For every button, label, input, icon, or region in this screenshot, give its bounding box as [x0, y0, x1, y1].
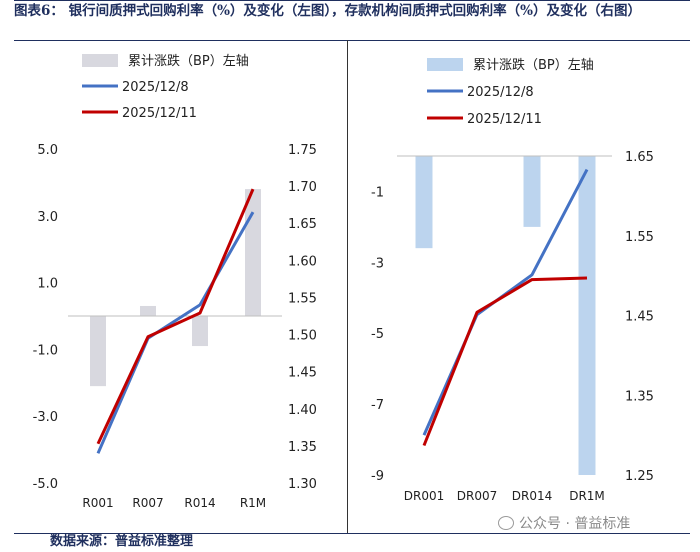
left-chart-bar-R1M	[245, 189, 261, 316]
figure-title: 图表6： 银行间质押式回购利率（%）及变化（左图），存款机构间质押式回购利率（%…	[14, 3, 641, 19]
left-chart-left-tick-label: 3.0	[37, 210, 58, 225]
right-chart-right-tick-label: 1.45	[625, 310, 654, 325]
right-chart-category-label: DR007	[457, 489, 497, 503]
footer-rule	[14, 533, 690, 534]
left-chart-left-tick-label: -5.0	[33, 477, 58, 492]
left-chart-bar-R014	[192, 316, 208, 347]
right-chart-line-20251211	[422, 276, 588, 447]
right-chart-legend-line-1208-label: 2025/12/8	[467, 85, 534, 100]
title-bottom-rule	[14, 40, 690, 41]
left-chart-legend-bar-swatch	[82, 54, 118, 67]
left-chart-left-tick-label: -3.0	[33, 410, 58, 425]
right-chart-bar-DR001	[415, 156, 433, 249]
left-chart-left-tick-label: -1.0	[33, 343, 58, 358]
right-chart-legend-line-1211-label: 2025/12/11	[467, 112, 542, 127]
left-chart-right-tick-label: 1.40	[288, 403, 317, 418]
left-chart-bar-R001	[90, 316, 106, 387]
watermark-text: 公众号 · 普益标准	[519, 516, 631, 532]
left-chart-legend-bar-label: 累计涨跌（BP）左轴	[128, 53, 249, 69]
panel-divider	[347, 40, 348, 533]
right-chart-left-tick-label: -7	[371, 398, 384, 413]
left-chart-category-label: R014	[184, 496, 215, 510]
left-chart-right-tick-label: 1.30	[288, 477, 317, 492]
left-chart-line-20251208	[96, 211, 255, 454]
right-chart-right-tick-label: 1.65	[625, 150, 654, 165]
left-chart-right-tick-label: 1.70	[288, 180, 317, 195]
right-chart-bar-DR1M	[578, 156, 596, 475]
left-chart-right-tick-label: 1.60	[288, 254, 317, 269]
left-chart-category-label: R1M	[240, 496, 266, 510]
right-chart-category-label: DR014	[512, 489, 552, 503]
right-chart-left-tick-label: -9	[371, 469, 384, 484]
right-chart-left-tick-label: -3	[371, 256, 384, 271]
left-chart-right-tick-label: 1.65	[288, 217, 317, 232]
left-chart-right-tick-label: 1.50	[288, 329, 317, 344]
source-note: 数据来源：普益标准整理	[50, 534, 194, 549]
right-chart-right-tick-label: 1.25	[625, 469, 654, 484]
left-chart-bar-R007	[140, 305, 156, 316]
left-chart-left-tick-label: 1.0	[37, 277, 58, 292]
right-chart-right-tick-label: 1.35	[625, 389, 654, 404]
right-chart-category-label: DR1M	[569, 489, 605, 503]
right-chart-legend-bar-swatch	[427, 58, 463, 71]
right-chart-left-tick-label: -1	[371, 185, 384, 200]
left-chart-category-label: R007	[132, 496, 163, 510]
left-chart-right-tick-label: 1.35	[288, 440, 317, 455]
right-chart-left-tick-label: -5	[371, 327, 384, 342]
wechat-icon	[498, 516, 514, 530]
right-chart-right-tick-label: 1.55	[625, 230, 654, 245]
right-chart-line-20251208	[422, 168, 589, 436]
left-chart-category-label: R001	[82, 496, 113, 510]
left-chart-right-tick-label: 1.55	[288, 291, 317, 306]
left-chart-right-tick-label: 1.75	[288, 143, 317, 158]
right-chart-legend-bar-label: 累计涨跌（BP）左轴	[473, 57, 594, 73]
left-chart-line-20251211	[96, 188, 255, 445]
right-chart-category-label: DR001	[404, 489, 444, 503]
left-chart-legend-line-1208-label: 2025/12/8	[122, 80, 189, 95]
right-chart-bar-DR014	[523, 156, 541, 227]
title-top-rule	[14, 0, 690, 1]
left-chart-legend-line-1211-label: 2025/12/11	[122, 106, 197, 121]
watermark: 公众号 · 普益标准	[498, 513, 630, 533]
left-chart-left-tick-label: 5.0	[37, 143, 58, 158]
left-chart-right-tick-label: 1.45	[288, 366, 317, 381]
